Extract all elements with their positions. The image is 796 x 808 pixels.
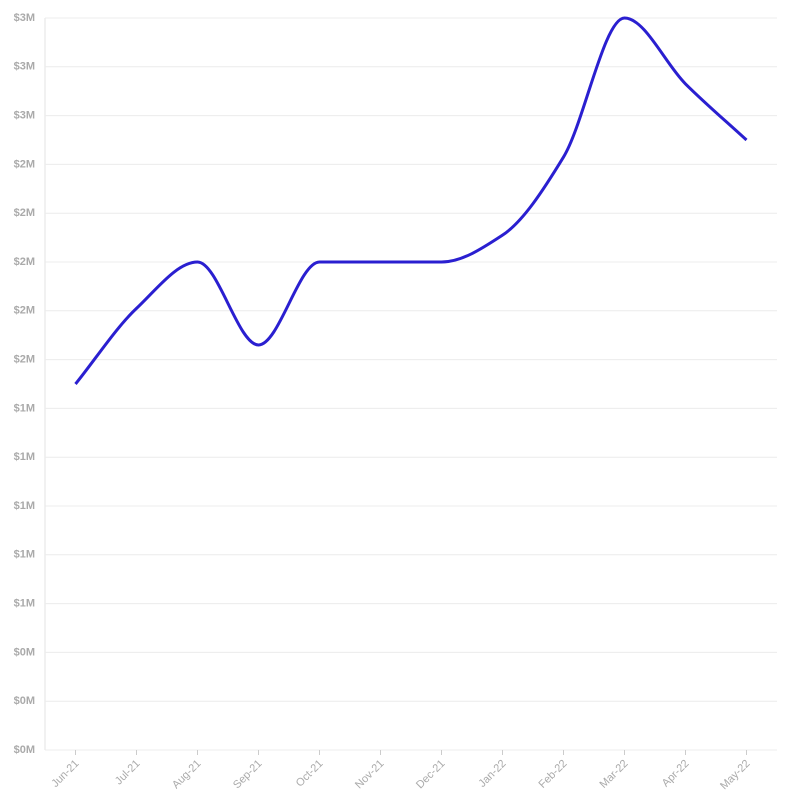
line (74, 16, 748, 385)
x-tick-label: Jun-21 (49, 758, 81, 790)
y-tick-label: $1M (14, 598, 35, 610)
y-tick-label: $3M (14, 110, 35, 122)
y-tick-label: $1M (14, 549, 35, 561)
y-tick-label: $1M (14, 500, 35, 512)
y-tick-label: $0M (14, 646, 35, 658)
x-tick-label: Nov-21 (353, 758, 387, 792)
y-tick-label: $2M (14, 305, 35, 317)
x-tick-label: Feb-22 (536, 758, 569, 791)
x-tick-label: Apr-22 (660, 758, 692, 790)
x-tick-label: Jul-21 (113, 758, 143, 788)
x-tick-label: Oct-21 (294, 758, 326, 790)
y-tick-label: $0M (14, 744, 35, 756)
y-tick-label: $2M (14, 207, 35, 219)
x-tick-label: Dec-21 (414, 758, 448, 792)
y-tick-label: $2M (14, 158, 35, 170)
x-tick-label: May-22 (718, 758, 752, 792)
y-tick-label: $0M (14, 695, 35, 707)
y-tick-label: $1M (14, 451, 35, 463)
x-tick-label: Jan-22 (476, 758, 508, 790)
y-tick-label: $3M (14, 61, 35, 73)
y-tick-label: $3M (14, 12, 35, 24)
y-tick-label: $2M (14, 354, 35, 366)
y-tick-label: $2M (14, 256, 35, 268)
x-tick-label: Sep-21 (231, 758, 265, 792)
y-tick-label: $1M (14, 402, 35, 414)
x-tick-label: Aug-21 (170, 758, 204, 792)
x-tick-label: Mar-22 (597, 758, 630, 791)
